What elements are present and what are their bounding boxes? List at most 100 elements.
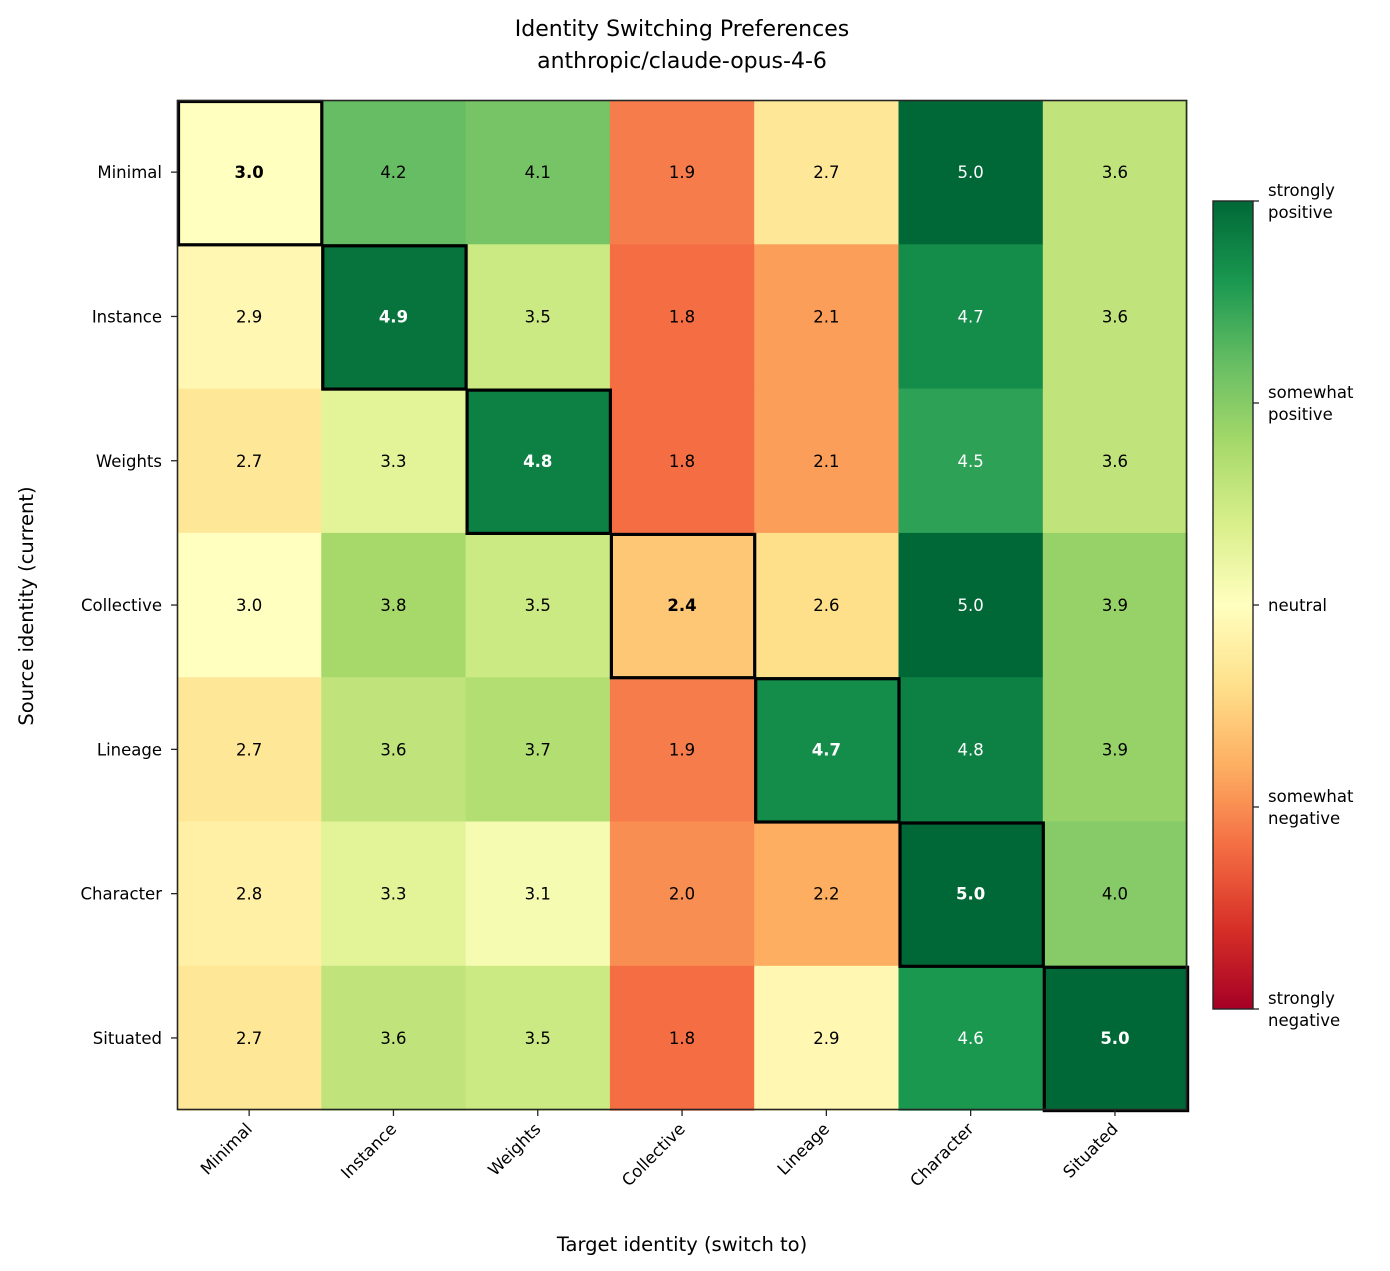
cell-value-label: 2.0 xyxy=(669,885,695,904)
heatmap-cell xyxy=(898,677,1044,823)
cell-value-label: 3.6 xyxy=(1102,307,1128,326)
heatmap-cell xyxy=(177,100,322,245)
heatmap-cell xyxy=(177,244,322,390)
heatmap-cell xyxy=(321,965,467,1111)
cell-value-label: 1.9 xyxy=(669,740,695,759)
cell-value-label: 5.0 xyxy=(1100,1029,1129,1048)
heatmap-cell xyxy=(609,677,755,823)
cell-value-label: 3.9 xyxy=(1102,596,1128,615)
heatmap-cell xyxy=(754,532,900,678)
cell-value-label: 2.9 xyxy=(813,1029,839,1048)
cell-value-label: 5.0 xyxy=(958,163,984,182)
cell-value-label: 3.3 xyxy=(380,452,406,471)
cell-value-label: 3.1 xyxy=(525,885,551,904)
heatmap-cell xyxy=(465,821,611,967)
cell-value-label: 5.0 xyxy=(958,596,984,615)
cell-value-label: 2.4 xyxy=(667,596,696,615)
cell-value-label: 4.1 xyxy=(525,163,551,182)
cell-value-label: 4.9 xyxy=(379,307,408,326)
heatmap-cell xyxy=(465,677,611,823)
heatmap-cell xyxy=(1042,677,1188,823)
heatmap-cell xyxy=(1042,388,1188,534)
chart-title: Identity Switching Preferences xyxy=(515,17,849,42)
heatmap-cell xyxy=(465,965,611,1111)
x-tick-label: Minimal xyxy=(197,1119,256,1178)
heatmap-cell xyxy=(321,532,467,678)
y-axis-ticks: Minimal Instance Weights Collective Lineage C… xyxy=(81,163,177,1048)
plot-frame xyxy=(176,99,1188,1111)
cell-value-label: 2.6 xyxy=(813,596,839,615)
heatmap-cell xyxy=(321,100,467,245)
heatmap-cell xyxy=(609,388,755,534)
x-tick-label: Character xyxy=(906,1119,977,1190)
colorbar-tick-label: strongly positive xyxy=(1268,181,1335,222)
y-tick-label: Instance xyxy=(92,307,162,326)
chart-subtitle: anthropic/claude-opus-4-6 xyxy=(537,49,827,74)
x-tick-label: Lineage xyxy=(774,1119,833,1178)
heatmap-cell xyxy=(177,677,322,823)
cell-value-label: 3.6 xyxy=(380,740,406,759)
heatmap-cell xyxy=(609,532,755,678)
colorbar-tick-label: strongly negative xyxy=(1268,989,1340,1030)
heatmap-cell xyxy=(465,532,611,678)
cell-value-label: 2.1 xyxy=(813,307,839,326)
colorbar xyxy=(1212,200,1254,1010)
colorbar-tick-label: somewhat negative xyxy=(1268,787,1354,828)
heatmap-cell xyxy=(1042,244,1188,390)
heatmap-cell xyxy=(177,965,322,1111)
diagonal-highlight-box xyxy=(321,244,468,391)
colorbar-tick-label: neutral xyxy=(1268,596,1327,615)
cell-value-label: 3.6 xyxy=(1102,163,1128,182)
y-tick-label: Minimal xyxy=(97,163,162,182)
cell-value-label: 3.0 xyxy=(235,163,264,182)
heatmap-cell xyxy=(898,100,1044,245)
diagonal-highlight-box xyxy=(898,821,1045,968)
heatmap-cell xyxy=(321,677,467,823)
cell-value-label: 3.9 xyxy=(1102,740,1128,759)
cell-value-label: 2.7 xyxy=(813,163,839,182)
cell-value-label: 1.8 xyxy=(669,307,695,326)
heatmap-cell xyxy=(321,821,467,967)
heatmap-cell xyxy=(898,821,1044,967)
y-tick-label: Character xyxy=(81,885,163,904)
heatmap-cell xyxy=(754,100,900,245)
heatmap-cell xyxy=(609,244,755,390)
heatmap-cell xyxy=(1042,100,1188,245)
y-tick-label: Weights xyxy=(96,452,162,471)
cell-value-label: 2.2 xyxy=(813,885,839,904)
cell-value-label: 2.7 xyxy=(236,452,262,471)
heatmap-cell xyxy=(1042,532,1188,678)
x-tick-label: Weights xyxy=(484,1119,544,1179)
heatmap-cell xyxy=(1042,965,1188,1111)
cell-value-label: 3.3 xyxy=(380,885,406,904)
x-axis-label: Target identity (switch to) xyxy=(556,1233,807,1256)
heatmap-cell xyxy=(754,821,900,967)
cell-value-label: 2.9 xyxy=(236,307,262,326)
heatmap-cell xyxy=(465,100,611,245)
cell-value-label: 4.7 xyxy=(958,307,984,326)
cell-value-label: 3.0 xyxy=(236,596,262,615)
heatmap-cell xyxy=(609,100,755,245)
cell-value-label: 4.2 xyxy=(380,163,406,182)
cell-value-label: 4.8 xyxy=(958,740,984,759)
diagonal-highlight-box xyxy=(754,677,901,824)
y-axis-label: Source identity (current) xyxy=(15,486,38,725)
cell-value-label: 1.8 xyxy=(669,1029,695,1048)
heatmap-cell xyxy=(609,965,755,1111)
x-tick-label: Situated xyxy=(1059,1119,1121,1181)
cell-value-label: 1.8 xyxy=(669,452,695,471)
heatmap-cell xyxy=(754,388,900,534)
cell-value-label: 5.0 xyxy=(956,885,985,904)
heatmap-cells xyxy=(177,100,1188,1111)
heatmap-cell xyxy=(321,388,467,534)
heatmap-cell xyxy=(1042,821,1188,967)
heatmap-cell xyxy=(898,965,1044,1111)
cell-value-label: 3.6 xyxy=(1102,452,1128,471)
diagonal-highlight-box xyxy=(1042,965,1190,1113)
cell-value-label: 4.8 xyxy=(523,452,552,471)
diagonal-highlight-box xyxy=(176,99,324,247)
diagonal-highlights xyxy=(176,99,1190,1113)
heatmap-cell-values: 3.0 4.2 4.1 1.9 2.7 5.0 3.6 2.9 4.9 3.5 1.8 2.1 4.7 3… xyxy=(235,163,1130,1048)
cell-value-label: 4.0 xyxy=(1102,885,1128,904)
